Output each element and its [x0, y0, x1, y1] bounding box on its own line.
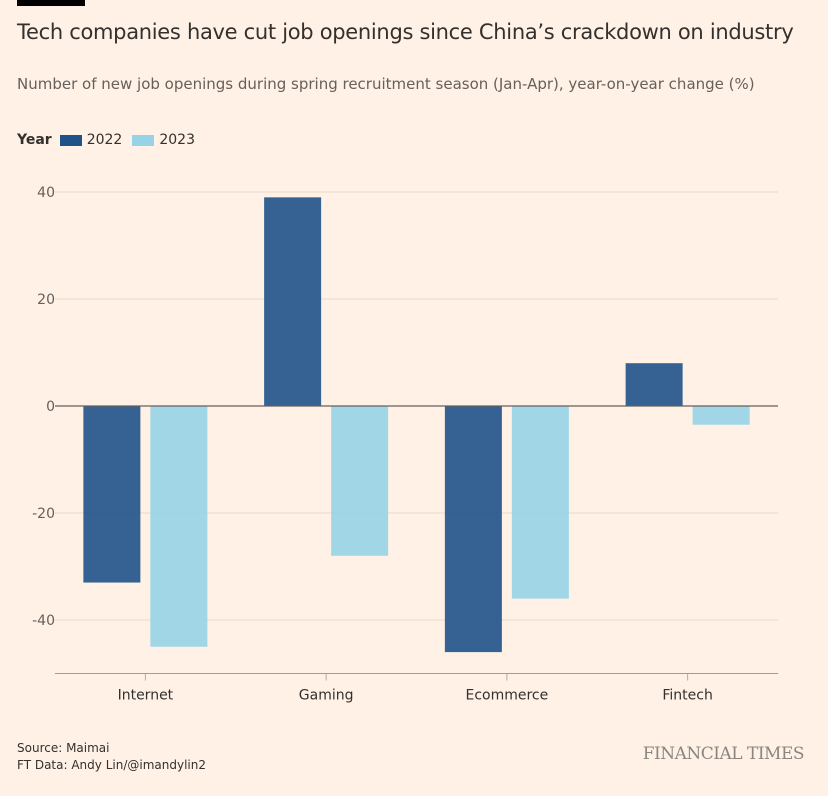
- y-tick-label: 40: [37, 185, 55, 201]
- legend-label-2022: 2022: [86, 132, 123, 148]
- legend-item-2022: 2022: [59, 132, 123, 148]
- bar-gaming-2022: [264, 197, 322, 406]
- legend-title: Year: [17, 132, 52, 148]
- x-tick-label: Gaming: [299, 688, 354, 704]
- y-tick-label: 20: [37, 292, 55, 308]
- y-tick-label: -40: [32, 613, 55, 629]
- footer-notes: Source: Maimai FT Data: Andy Lin/@imandy…: [17, 740, 206, 774]
- bar-fintech-2023: [692, 406, 750, 425]
- chart-title: Tech companies have cut job openings sin…: [17, 20, 794, 44]
- legend-label-2023: 2023: [159, 132, 195, 148]
- legend: Year 2022 2023: [17, 132, 205, 148]
- credit-note: FT Data: Andy Lin/@imandylin2: [17, 758, 206, 772]
- y-tick-label: 0: [46, 399, 55, 415]
- bar-ecommerce-2022: [444, 406, 502, 653]
- bar-ecommerce-2023: [511, 406, 569, 599]
- ft-logo: FINANCIAL TIMES: [642, 744, 805, 764]
- x-tick-label: Ecommerce: [465, 688, 548, 704]
- legend-swatch-2023: [132, 134, 155, 146]
- chart-subtitle: Number of new job openings during spring…: [17, 75, 755, 93]
- legend-swatch-2022: [59, 134, 82, 146]
- legend-item-2023: 2023: [132, 132, 195, 148]
- ft-top-bar: [17, 0, 85, 6]
- source-note: Source: Maimai: [17, 741, 110, 755]
- bar-internet-2023: [150, 406, 208, 647]
- x-tick-label: Fintech: [662, 688, 712, 704]
- bar-internet-2022: [83, 406, 141, 583]
- x-tick-label: Internet: [118, 688, 174, 704]
- bar-fintech-2022: [625, 363, 683, 406]
- y-tick-label: -20: [32, 506, 55, 522]
- bar-gaming-2023: [331, 406, 389, 556]
